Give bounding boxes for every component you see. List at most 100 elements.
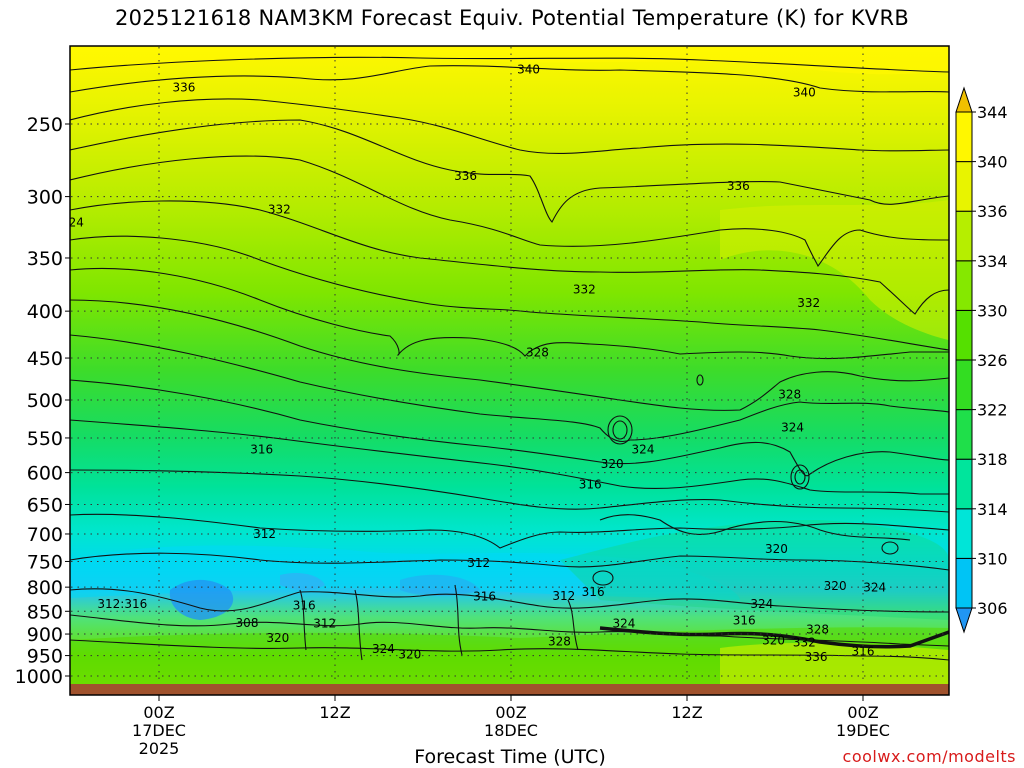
contour-lines bbox=[70, 56, 949, 661]
y-tick-label: 600 bbox=[27, 463, 63, 485]
colorbar-segment bbox=[955, 161, 973, 212]
y-tick-label: 500 bbox=[27, 390, 63, 412]
contour-label: 332 bbox=[268, 203, 291, 217]
contour-label: 312 bbox=[313, 617, 336, 631]
contour-label: 336 bbox=[172, 80, 195, 94]
colorbar-label: 344 bbox=[977, 103, 1008, 122]
contour-label: 320 bbox=[765, 542, 788, 556]
contour-label: 324 bbox=[863, 581, 886, 595]
blue-minimum-patch-3 bbox=[400, 574, 480, 596]
contour-label: 324 bbox=[612, 617, 635, 631]
contour-label: 336 bbox=[805, 650, 828, 664]
colorbar-label: 322 bbox=[977, 401, 1008, 420]
colorbar-label: 318 bbox=[977, 450, 1008, 469]
y-tick-label: 550 bbox=[27, 428, 63, 450]
x-tick-label: 00Z bbox=[847, 703, 878, 722]
chart-title: 2025121618 NAM3KM Forecast Equiv. Potent… bbox=[114, 6, 910, 30]
contour-label: 320 bbox=[398, 648, 421, 662]
x-tick-label: 00Z bbox=[143, 703, 174, 722]
contour-label: 316 bbox=[473, 589, 496, 603]
y-tick-label: 800 bbox=[27, 577, 63, 599]
y-tick-label: 450 bbox=[27, 348, 63, 370]
right-dry-lobe bbox=[720, 200, 949, 340]
colorbar-label: 314 bbox=[977, 500, 1008, 519]
colorbar-label: 334 bbox=[977, 252, 1008, 271]
contour-label: 328 bbox=[548, 634, 571, 648]
contour-label: 316 bbox=[250, 442, 273, 456]
y-tick-label: 950 bbox=[27, 646, 63, 668]
boundary-layer-contour-cluster bbox=[599, 626, 949, 649]
contour-label: 328 bbox=[778, 387, 801, 401]
contour-label: 340 bbox=[517, 62, 540, 76]
colorbar-upper-arrow bbox=[955, 86, 973, 113]
colorbar-segment bbox=[955, 309, 973, 361]
colorbar-label: 306 bbox=[977, 599, 1008, 618]
colorbar-segment bbox=[955, 260, 973, 311]
contour-label: 316 bbox=[582, 585, 605, 599]
colorbar-segment bbox=[955, 458, 973, 510]
x-tick-label: 17DEC bbox=[132, 721, 186, 740]
colorbar-label: 330 bbox=[977, 301, 1008, 320]
contour-label: 320 bbox=[762, 634, 785, 648]
colorbar-segment bbox=[955, 210, 973, 262]
y-tick-label: 750 bbox=[27, 551, 63, 573]
contour-label: 316 bbox=[852, 644, 875, 658]
y-tick-label: 400 bbox=[27, 301, 63, 323]
colorbar-segment bbox=[955, 557, 973, 609]
contour-label: 332 bbox=[573, 283, 596, 297]
x-tick-label: 18DEC bbox=[484, 721, 538, 740]
colorbar-label: 336 bbox=[977, 202, 1008, 221]
x-tick-label: 12Z bbox=[319, 703, 350, 722]
contour-label: 316 bbox=[579, 477, 602, 491]
cyan-low-level-band bbox=[70, 545, 740, 600]
contour-label: 312 bbox=[552, 589, 575, 603]
colorbar-segment bbox=[955, 359, 973, 411]
contour-label: 312 bbox=[467, 556, 490, 570]
y-tick-label: 900 bbox=[27, 624, 63, 646]
teal-right-low-patch bbox=[560, 520, 949, 620]
contour-label: 324 bbox=[61, 215, 84, 229]
blue-minimum-patch-2 bbox=[280, 573, 325, 591]
y-tick-label: 350 bbox=[27, 248, 63, 270]
y-tick-label: 700 bbox=[27, 524, 63, 546]
contour-label: 316 bbox=[293, 599, 316, 613]
x-tick-label: 00Z bbox=[495, 703, 526, 722]
contour-label: 336 bbox=[727, 179, 750, 193]
contour-label: 320 bbox=[266, 631, 289, 645]
contour-label: 324 bbox=[632, 442, 655, 456]
contour-label: 328 bbox=[806, 623, 829, 637]
colorbar-label: 340 bbox=[977, 153, 1008, 172]
contour-label: 316 bbox=[733, 614, 756, 628]
y-tick-label: 650 bbox=[27, 494, 63, 516]
x-tick-label: 12Z bbox=[671, 703, 702, 722]
contour-label: 324 bbox=[781, 421, 804, 435]
contour-label: 340 bbox=[793, 86, 816, 100]
credit-text: coolwx.com/modelts bbox=[842, 747, 1016, 766]
yellow-lower-right-patch bbox=[720, 642, 949, 684]
contour-label: 320 bbox=[601, 457, 624, 471]
colorbar-lower-arrow bbox=[955, 607, 973, 634]
y-tick-label: 250 bbox=[27, 114, 63, 136]
contour-label: 324 bbox=[372, 642, 395, 656]
y-tick-label: 1000 bbox=[15, 666, 63, 688]
contour-label: 332 bbox=[793, 635, 816, 649]
contour-label: 336 bbox=[454, 169, 477, 183]
contour-label: 320 bbox=[824, 579, 847, 593]
colorbar-label: 326 bbox=[977, 351, 1008, 370]
colorbar-segment bbox=[955, 409, 973, 460]
ground-strip bbox=[70, 684, 949, 695]
upper-yellow-region bbox=[70, 46, 949, 75]
blue-minimum-patch bbox=[169, 579, 234, 620]
y-tick-label: 850 bbox=[27, 601, 63, 623]
contour-label: 328 bbox=[526, 346, 549, 360]
x-axis-label: Forecast Time (UTC) bbox=[414, 746, 606, 768]
x-tick-label: 19DEC bbox=[836, 721, 890, 740]
contour-label: 308 bbox=[236, 616, 259, 630]
y-tick-label: 300 bbox=[27, 187, 63, 209]
colorbar-label: 310 bbox=[977, 549, 1008, 568]
contour-label: 312:316 bbox=[97, 597, 147, 611]
contour-label: 332 bbox=[797, 296, 820, 310]
x-tick-label: 2025 bbox=[139, 739, 180, 758]
plot-frame bbox=[69, 45, 950, 696]
